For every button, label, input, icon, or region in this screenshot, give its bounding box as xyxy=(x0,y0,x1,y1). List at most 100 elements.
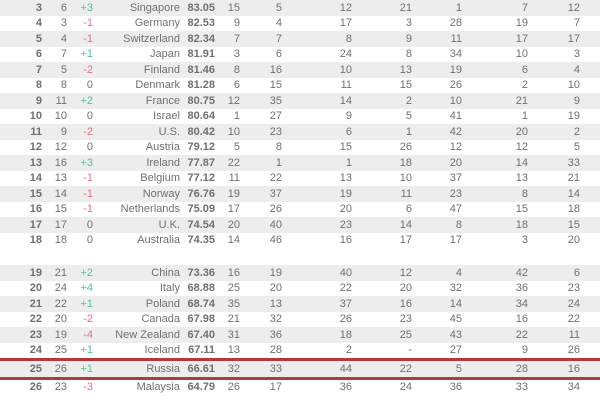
country-cell: Finland xyxy=(143,63,180,76)
metric-cell: 21 xyxy=(567,172,580,185)
metric-cell: 12 xyxy=(399,266,412,279)
metric-cell: 3 xyxy=(573,48,580,61)
table-row: 20 24 +4 Italy 68.88 25 20 22 20 32 36 23 xyxy=(0,281,600,297)
right-padding-cell xyxy=(580,186,600,202)
table-row: 3 6 +3 Singapore 83.05 15 5 12 21 1 7 12 xyxy=(0,0,600,16)
metric-cell: 22 xyxy=(567,313,580,326)
country-cell: Poland xyxy=(145,297,180,310)
metric-cell: 13 xyxy=(399,63,412,76)
previous-rank-cell: 11 xyxy=(55,94,67,107)
table-row: 11 9 -2 U.S. 80.42 10 23 6 1 42 20 2 xyxy=(0,124,600,140)
score-cell: 77.87 xyxy=(187,156,215,169)
rank-cell: 19 xyxy=(29,266,42,279)
metric-cell: 22 xyxy=(227,156,240,169)
previous-rank-cell: 17 xyxy=(54,218,67,231)
right-padding-cell xyxy=(580,124,600,140)
rank-cell: 22 xyxy=(29,313,42,326)
metric-cell: 20 xyxy=(339,203,352,216)
change-cell: 0 xyxy=(86,79,93,92)
metric-cell: 20 xyxy=(269,282,282,295)
previous-rank-cell: 3 xyxy=(60,17,67,30)
table-row: 23 19 -4 New Zealand 67.40 31 36 18 25 43 22 11 xyxy=(0,327,600,343)
metric-cell: 40 xyxy=(339,266,352,279)
metric-cell: 20 xyxy=(227,218,240,231)
change-cell: -1 xyxy=(83,203,93,216)
metric-cell: 6 xyxy=(275,48,282,61)
metric-cell: 34 xyxy=(567,381,580,394)
score-cell: 66.61 xyxy=(180,358,215,380)
table-row: 19 21 +2 China 73.36 16 19 40 12 4 42 6 xyxy=(0,265,600,281)
metric-cell: 13 xyxy=(227,344,240,357)
table-row: 5 4 -1 Switzerland 82.34 7 7 8 9 11 17 17 xyxy=(0,31,600,47)
country-cell: Austria xyxy=(145,141,180,154)
metric-cell: 13 xyxy=(515,172,528,185)
change-cell: 0 xyxy=(86,234,93,247)
metric-cell: 36 xyxy=(449,381,462,394)
metric-cell: 23 xyxy=(339,218,352,231)
rank-cell: 18 xyxy=(29,234,42,247)
metric-cell: 16 xyxy=(227,266,240,279)
right-padding-cell xyxy=(580,78,600,94)
metric-cell: 15 xyxy=(339,141,352,154)
metric-cell: 21 xyxy=(227,313,240,326)
metric-cell: 11 xyxy=(400,187,412,200)
metric-cell: 17 xyxy=(515,32,528,45)
metric-cell: 1 xyxy=(233,110,240,123)
metric-cell: 26 xyxy=(567,344,580,357)
right-padding-cell xyxy=(580,47,600,63)
score-cell: 77.12 xyxy=(187,172,215,185)
previous-rank-cell: 4 xyxy=(60,32,67,45)
metric-cell: 19 xyxy=(269,266,282,279)
metric-cell: 15 xyxy=(399,79,412,92)
right-padding-cell xyxy=(580,0,600,16)
metric-cell: 26 xyxy=(269,203,282,216)
metric-cell: 37 xyxy=(269,187,282,200)
score-cell: 67.11 xyxy=(188,344,215,357)
metric-cell: 7 xyxy=(233,32,240,45)
right-padding-cell xyxy=(580,217,600,233)
table-row: 16 15 -1 Netherlands 75.09 17 26 20 6 47 15 18 xyxy=(0,202,600,218)
metric-cell: 8 xyxy=(275,141,282,154)
table-row: 9 11 +2 France 80.75 12 35 14 2 10 21 9 xyxy=(0,93,600,109)
metric-cell: 10 xyxy=(449,94,462,107)
change-cell: 0 xyxy=(86,110,93,123)
metric-cell: 16 xyxy=(269,63,282,76)
change-cell: -1 xyxy=(83,32,93,45)
metric-cell: 14 xyxy=(339,94,352,107)
table-row: 17 17 0 U.K. 74.54 20 40 23 14 8 18 15 xyxy=(0,217,600,233)
metric-cell: 10 xyxy=(515,48,528,61)
rank-cell: 7 xyxy=(35,63,42,76)
metric-cell: 13 xyxy=(269,297,282,310)
right-padding-cell xyxy=(580,31,600,47)
metric-cell: 7 xyxy=(521,1,528,14)
table-row: 8 8 0 Denmark 81.28 6 15 11 15 26 2 10 xyxy=(0,78,600,94)
metric-cell: 6 xyxy=(521,63,528,76)
metric-cell: 17 xyxy=(399,234,412,247)
rank-cell: 16 xyxy=(29,203,42,216)
metric-cell: 2 xyxy=(405,94,412,107)
change-cell: +3 xyxy=(80,156,93,169)
metric-cell: 22 xyxy=(269,172,282,185)
previous-rank-cell: 24 xyxy=(54,282,67,295)
metric-cell: 2 xyxy=(345,344,352,357)
previous-rank-cell: 18 xyxy=(54,234,67,247)
previous-rank-cell: 16 xyxy=(54,156,67,169)
country-cell: Singapore xyxy=(129,1,180,14)
metric-cell: 26 xyxy=(227,381,240,394)
metric-cell: 19 xyxy=(567,110,580,123)
table-row: 12 12 0 Austria 79.12 5 8 15 26 12 12 5 xyxy=(0,140,600,156)
metric-cell: 18 xyxy=(567,203,580,216)
metric-cell: 2 xyxy=(573,125,580,138)
metric-cell: 17 xyxy=(227,203,240,216)
rank-cell: 15 xyxy=(29,187,42,200)
metric-cell: 1 xyxy=(455,1,462,14)
change-cell: +2 xyxy=(80,94,93,107)
previous-rank-cell: 26 xyxy=(42,358,67,380)
metric-cell: 17 xyxy=(567,32,580,45)
metric-cell: 8 xyxy=(521,187,528,200)
change-cell: +3 xyxy=(80,1,93,14)
right-padding-cell xyxy=(580,358,600,380)
change-cell: -1 xyxy=(83,172,93,185)
